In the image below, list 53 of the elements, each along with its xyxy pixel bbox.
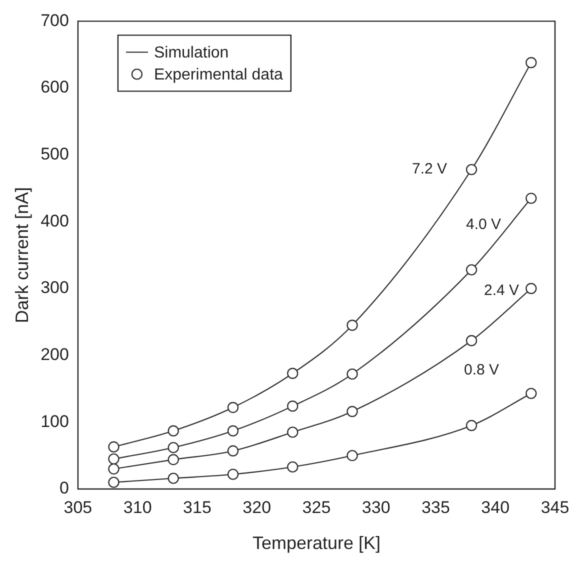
legend-label: Experimental data [154, 66, 284, 84]
point [108, 441, 120, 452]
point [168, 472, 179, 484]
point [227, 425, 239, 436]
point [168, 454, 179, 466]
point [287, 400, 298, 412]
point [346, 450, 358, 462]
y-tick-label: 500 [40, 144, 69, 164]
point [168, 425, 179, 436]
y-axis-title: Dark current [nA] [12, 187, 32, 324]
point [346, 320, 358, 331]
x-tick-label: 345 [540, 498, 570, 517]
point [526, 57, 537, 68]
point [108, 453, 120, 465]
point [346, 368, 358, 380]
y-tick-label: 300 [40, 278, 69, 298]
legend-label: Simulation [154, 44, 229, 62]
point [287, 461, 298, 473]
annotation: 0.8 V [464, 362, 500, 379]
annotation: 2.4 V [484, 282, 520, 299]
y-tick-label: 100 [40, 412, 69, 431]
point [526, 192, 537, 204]
point [526, 388, 537, 400]
point [108, 476, 120, 488]
point [346, 406, 358, 418]
point [526, 282, 537, 294]
annotation: 4.0 V [466, 216, 502, 233]
point [227, 445, 239, 457]
annotation: 7.2 V [412, 160, 448, 178]
x-tick-label: 310 [123, 498, 152, 517]
y-tick-label: 600 [40, 78, 69, 97]
point [466, 335, 478, 346]
point [287, 368, 298, 379]
x-tick-label: 335 [422, 498, 450, 517]
point [466, 420, 478, 432]
x-tick-label: 340 [481, 498, 510, 517]
x-tick-label: 330 [362, 498, 390, 517]
y-tick-label: 200 [40, 345, 69, 364]
point [227, 402, 239, 414]
x-tick-label: 325 [302, 498, 331, 517]
x-axis-title: Temperature [K] [252, 533, 381, 554]
point [108, 463, 120, 475]
point [466, 264, 478, 276]
point [168, 442, 179, 454]
point [287, 426, 298, 438]
point [466, 164, 478, 176]
x-tick-label: 315 [183, 498, 212, 517]
x-tick-label: 320 [242, 498, 272, 517]
point [227, 468, 239, 480]
x-tick-label: 305 [64, 498, 92, 517]
y-tick-label: 700 [40, 10, 69, 30]
y-tick-label: 0 [59, 478, 69, 498]
y-tick-label: 400 [40, 211, 69, 230]
